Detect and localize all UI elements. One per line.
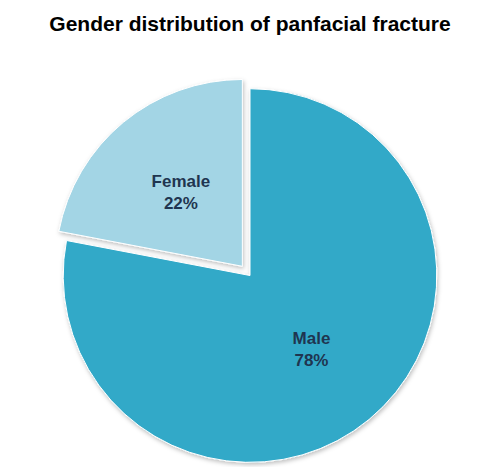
svg-text:Female: Female (152, 172, 211, 191)
svg-text:Male: Male (293, 329, 331, 348)
svg-text:78%: 78% (294, 351, 328, 370)
svg-text:Gender distribution of panfaci: Gender distribution of panfacial fractur… (49, 12, 450, 35)
svg-text:22%: 22% (164, 194, 198, 213)
